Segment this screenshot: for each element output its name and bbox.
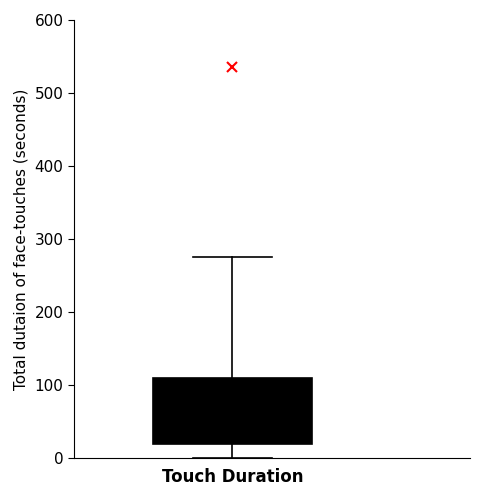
Y-axis label: Total dutaion of face-touches (seconds): Total dutaion of face-touches (seconds): [14, 88, 29, 390]
PathPatch shape: [153, 378, 312, 444]
